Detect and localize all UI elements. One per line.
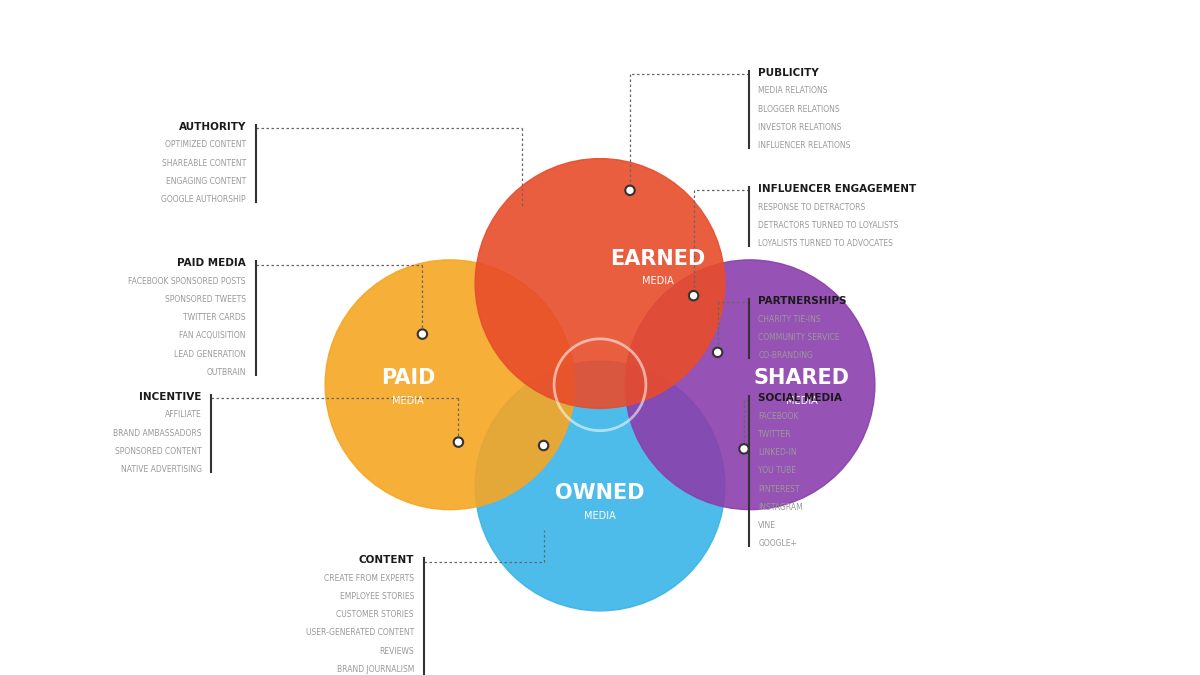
Text: FAN ACQUISITION: FAN ACQUISITION: [180, 331, 246, 340]
Ellipse shape: [625, 260, 875, 510]
Text: SHAREABLE CONTENT: SHAREABLE CONTENT: [162, 159, 246, 167]
Text: INFLUENCER ENGAGEMENT: INFLUENCER ENGAGEMENT: [758, 184, 917, 194]
Text: CUSTOMER STORIES: CUSTOMER STORIES: [336, 610, 414, 619]
Text: SPONSORED CONTENT: SPONSORED CONTENT: [115, 447, 202, 456]
Text: FACEBOOK SPONSORED POSTS: FACEBOOK SPONSORED POSTS: [128, 277, 246, 286]
Text: BRAND JOURNALISM: BRAND JOURNALISM: [337, 665, 414, 674]
Text: BRAND AMBASSADORS: BRAND AMBASSADORS: [113, 429, 202, 437]
Text: PINTEREST: PINTEREST: [758, 485, 800, 493]
Ellipse shape: [454, 437, 463, 447]
Text: ENGAGING CONTENT: ENGAGING CONTENT: [166, 177, 246, 186]
Ellipse shape: [475, 361, 725, 611]
Text: SPONSORED TWEETS: SPONSORED TWEETS: [164, 295, 246, 304]
Text: PAID MEDIA: PAID MEDIA: [178, 258, 246, 268]
Text: EMPLOYEE STORIES: EMPLOYEE STORIES: [340, 592, 414, 601]
Text: OUTBRAIN: OUTBRAIN: [206, 368, 246, 377]
Text: BLOGGER RELATIONS: BLOGGER RELATIONS: [758, 105, 840, 113]
Text: INFLUENCER RELATIONS: INFLUENCER RELATIONS: [758, 141, 851, 150]
Text: COMMUNITY SERVICE: COMMUNITY SERVICE: [758, 333, 840, 342]
Text: LINKED-IN: LINKED-IN: [758, 448, 797, 457]
Text: TWITTER CARDS: TWITTER CARDS: [184, 313, 246, 322]
Text: VINE: VINE: [758, 521, 776, 530]
Ellipse shape: [475, 159, 725, 408]
Text: DETRACTORS TURNED TO LOYALISTS: DETRACTORS TURNED TO LOYALISTS: [758, 221, 899, 230]
Text: SHARED: SHARED: [754, 368, 850, 388]
Text: INSTAGRAM: INSTAGRAM: [758, 503, 803, 512]
Ellipse shape: [689, 291, 698, 300]
Text: MEDIA: MEDIA: [584, 511, 616, 520]
Text: RESPONSE TO DETRACTORS: RESPONSE TO DETRACTORS: [758, 202, 865, 211]
Text: PARTNERSHIPS: PARTNERSHIPS: [758, 296, 847, 306]
Ellipse shape: [713, 348, 722, 357]
Text: EARNED: EARNED: [610, 248, 706, 269]
Text: NATIVE ADVERTISING: NATIVE ADVERTISING: [121, 465, 202, 474]
Text: REVIEWS: REVIEWS: [379, 647, 414, 655]
Text: OWNED: OWNED: [556, 483, 644, 503]
Text: AUTHORITY: AUTHORITY: [179, 122, 246, 132]
Ellipse shape: [325, 260, 575, 510]
Ellipse shape: [418, 329, 427, 339]
Text: MEDIA: MEDIA: [642, 277, 673, 286]
Text: MEDIA: MEDIA: [786, 396, 817, 406]
Text: PAID: PAID: [380, 368, 436, 388]
Text: SOCIAL MEDIA: SOCIAL MEDIA: [758, 393, 842, 403]
Text: CO-BRANDING: CO-BRANDING: [758, 351, 814, 360]
Ellipse shape: [739, 444, 749, 454]
Text: INVESTOR RELATIONS: INVESTOR RELATIONS: [758, 123, 841, 132]
Text: LOYALISTS TURNED TO ADVOCATES: LOYALISTS TURNED TO ADVOCATES: [758, 239, 893, 248]
Text: CONTENT: CONTENT: [359, 555, 414, 565]
Text: TWITTER: TWITTER: [758, 430, 792, 439]
Text: GOOGLE+: GOOGLE+: [758, 539, 797, 548]
Text: YOU TUBE: YOU TUBE: [758, 466, 797, 475]
Text: USER-GENERATED CONTENT: USER-GENERATED CONTENT: [306, 628, 414, 637]
Text: CHARITY TIE-INS: CHARITY TIE-INS: [758, 315, 821, 323]
Text: MEDIA: MEDIA: [392, 396, 424, 406]
Text: GOOGLE AUTHORSHIP: GOOGLE AUTHORSHIP: [161, 195, 246, 204]
Text: OPTIMIZED CONTENT: OPTIMIZED CONTENT: [164, 140, 246, 149]
Text: LEAD GENERATION: LEAD GENERATION: [174, 350, 246, 358]
Text: AFFILIATE: AFFILIATE: [164, 410, 202, 419]
Text: PUBLICITY: PUBLICITY: [758, 68, 820, 78]
Ellipse shape: [539, 441, 548, 450]
Text: CREATE FROM EXPERTS: CREATE FROM EXPERTS: [324, 574, 414, 583]
Text: FACEBOOK: FACEBOOK: [758, 412, 799, 421]
Text: INCENTIVE: INCENTIVE: [139, 392, 202, 402]
Text: MEDIA RELATIONS: MEDIA RELATIONS: [758, 86, 828, 95]
Ellipse shape: [625, 186, 635, 195]
